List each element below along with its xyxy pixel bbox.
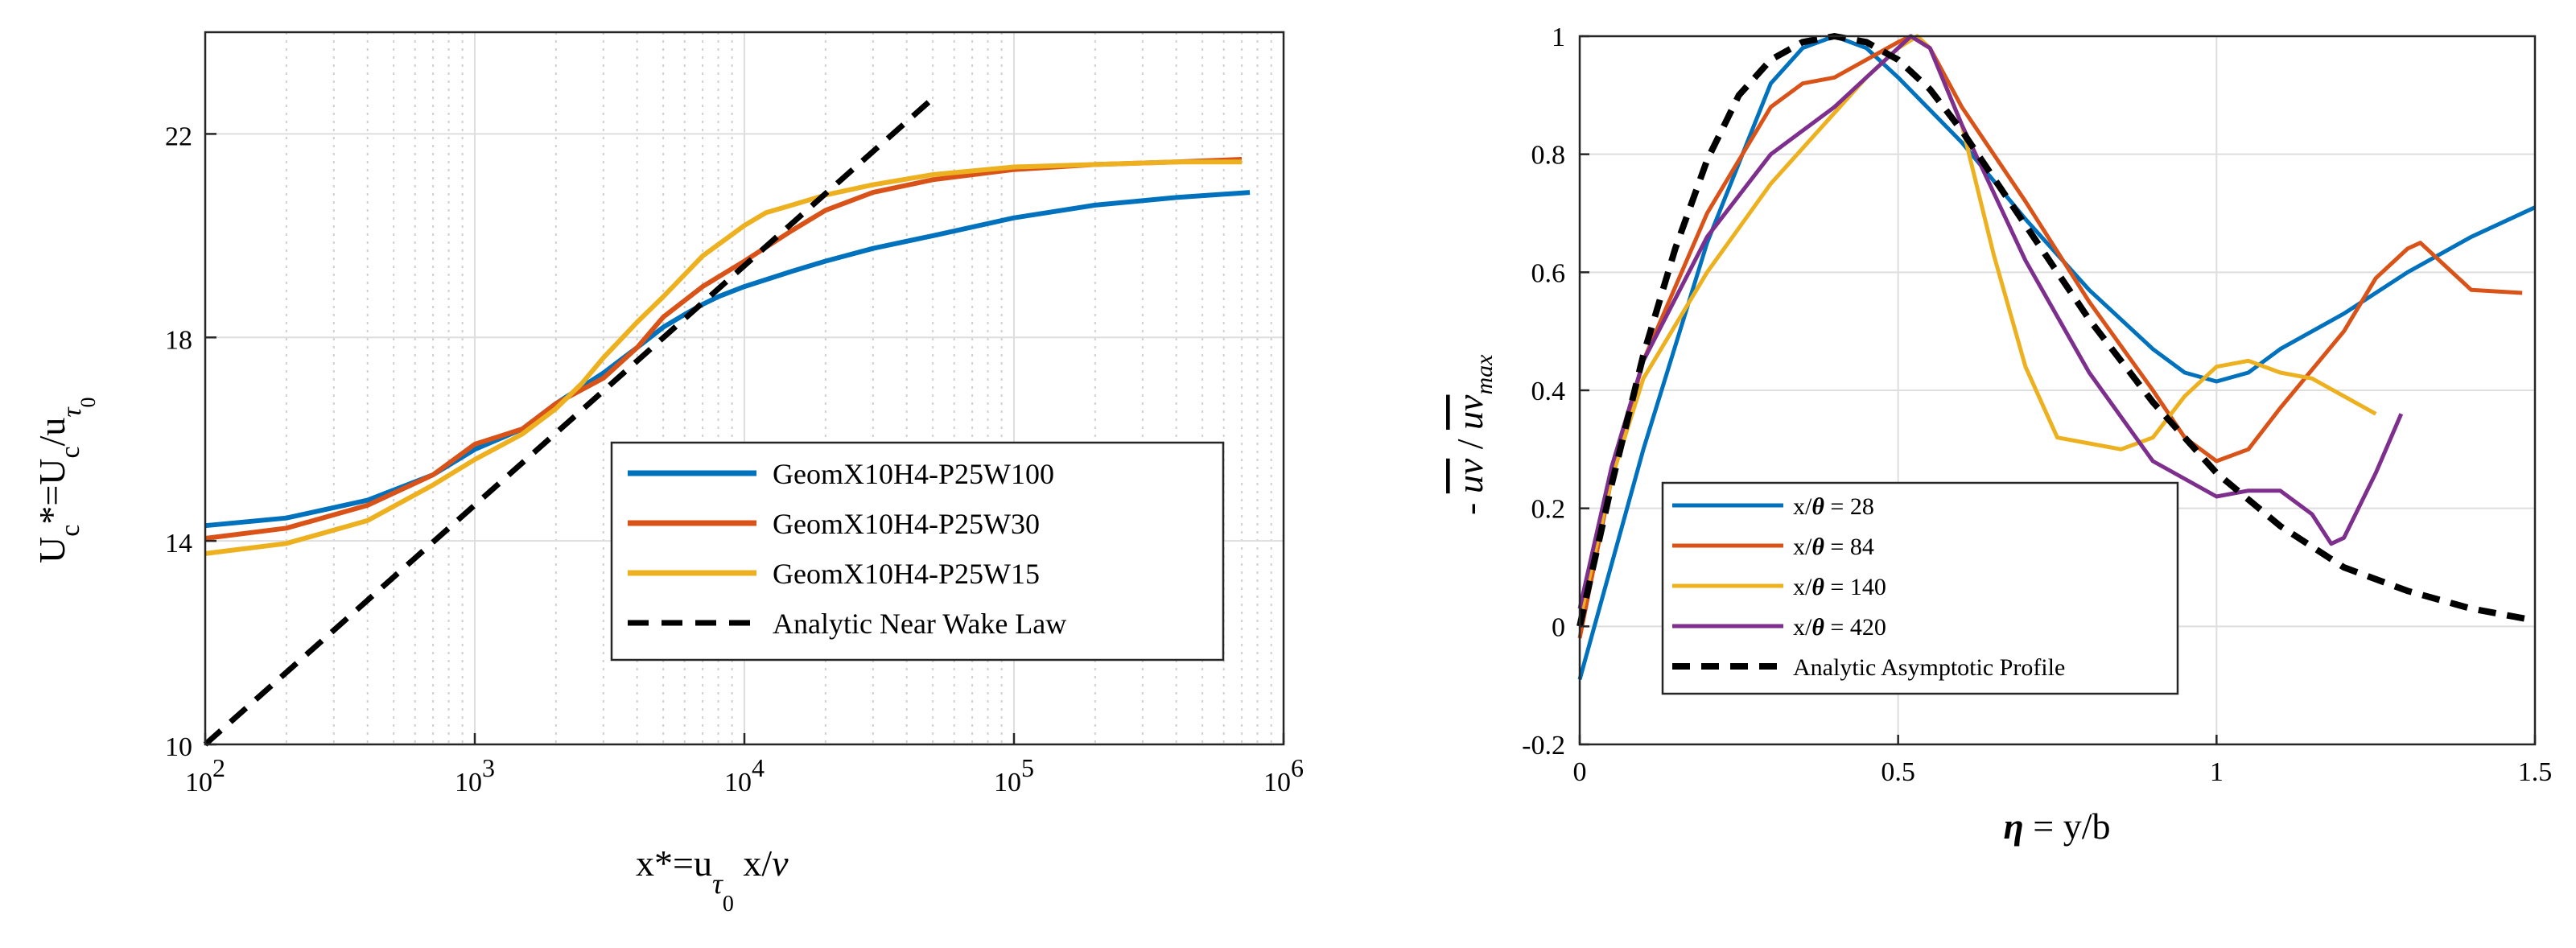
legend-label: GeomX10H4-P25W30 bbox=[773, 508, 1040, 540]
x-tick-label: 1 bbox=[2210, 757, 2224, 787]
y-tick-label: 0.2 bbox=[1531, 495, 1566, 525]
y-tick-label: 1 bbox=[1552, 23, 1565, 52]
series-line bbox=[1577, 34, 2523, 639]
y-axis-label: - uv / uvmax bbox=[1449, 354, 1498, 515]
series-line bbox=[1577, 34, 2404, 609]
y-tick-label: 0.6 bbox=[1531, 258, 1566, 288]
x-tick-label: 106 bbox=[1263, 753, 1304, 798]
legend-label: GeomX10H4-P25W15 bbox=[773, 558, 1040, 590]
legend-label: Analytic Near Wake Law bbox=[773, 608, 1066, 640]
series-line bbox=[204, 159, 1243, 556]
x-axis-label: x*=uτ0 x/ν bbox=[636, 843, 789, 917]
right-chart: 0 0.5 1 1.5 -0.2 0 0.2 0.4 0.6 0.8 1 η = y/b - uv / … bbox=[1449, 23, 2552, 847]
legend-label: x/θ = 28 bbox=[1793, 493, 1874, 520]
series-line bbox=[1577, 33, 2536, 628]
y-tick-label: 22 bbox=[165, 122, 192, 151]
y-tick-label: 14 bbox=[165, 529, 192, 558]
legend-label: x/θ = 140 bbox=[1793, 574, 1886, 600]
legend-label: GeomX10H4-P25W100 bbox=[773, 458, 1054, 490]
y-tick-label: -0.2 bbox=[1522, 731, 1565, 760]
y-tick-label: 0 bbox=[1552, 612, 1565, 642]
x-axis-label: η = y/b bbox=[2004, 806, 2111, 847]
legend-box bbox=[1661, 481, 2179, 695]
y-tick-label: 0.4 bbox=[1531, 377, 1566, 406]
y-tick-label: 18 bbox=[165, 325, 192, 355]
left-chart: 102 103 104 105 106 10 14 18 22 x*=uτ0 x/ν Uc*=Uc/… bbox=[31, 31, 1304, 917]
legend-label: Analytic Asymptotic Profile bbox=[1793, 654, 2065, 681]
x-tick-label: 103 bbox=[455, 753, 495, 798]
x-tick-label: 105 bbox=[994, 753, 1034, 798]
legend-label: x/θ = 84 bbox=[1793, 534, 1874, 560]
x-tick-label: 1.5 bbox=[2518, 757, 2553, 787]
x-tick-label: 0.5 bbox=[1881, 757, 1915, 787]
series-line bbox=[203, 96, 935, 747]
y-axis-label: Uc*=Uc/uτ0 bbox=[31, 397, 100, 563]
x-tick-label: 0 bbox=[1573, 757, 1587, 787]
y-tick-label: 10 bbox=[165, 732, 192, 762]
series-line bbox=[1577, 34, 2377, 621]
x-tick-label: 102 bbox=[185, 753, 225, 798]
legend-label: x/θ = 420 bbox=[1793, 614, 1886, 641]
series-line bbox=[204, 157, 1243, 541]
x-tick-label: 104 bbox=[724, 753, 765, 798]
y-tick-label: 0.8 bbox=[1531, 141, 1566, 171]
